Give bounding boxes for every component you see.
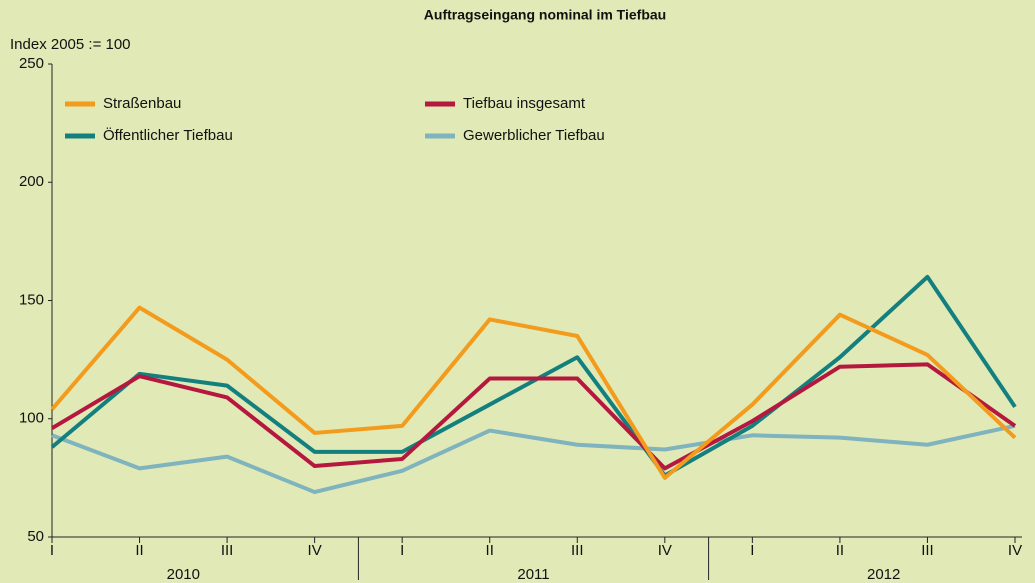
chart-title: Auftragseingang nominal im Tiefbau	[424, 7, 666, 23]
year-label: 2012	[867, 566, 900, 583]
x-tick-label: III	[921, 542, 934, 559]
legend-label: Straßenbau	[103, 95, 181, 112]
x-tick-label: IV	[1008, 542, 1022, 559]
x-tick-label: II	[135, 542, 143, 559]
x-tick-label: I	[50, 542, 54, 559]
line-series	[50, 305, 1017, 480]
x-tick-label: I	[750, 542, 754, 559]
y-tick-label: 50	[27, 528, 44, 545]
line-series	[50, 274, 1017, 478]
x-tick-label: III	[571, 542, 584, 559]
x-tick-label: IV	[308, 542, 322, 559]
x-tick-label: II	[486, 542, 494, 559]
legend-label: Öffentlicher Tiefbau	[103, 126, 233, 144]
year-label: 2010	[167, 566, 200, 583]
line-series	[50, 362, 1017, 471]
year-label: 2011	[517, 566, 549, 583]
legend-label: Tiefbau insgesamt	[463, 95, 586, 112]
y-tick-label: 250	[19, 55, 44, 72]
x-tick-label: I	[400, 542, 404, 559]
x-tick-label: III	[221, 542, 234, 559]
line-series	[51, 423, 1016, 495]
y-tick-label: 100	[19, 410, 44, 427]
x-tick-label: II	[836, 542, 844, 559]
y-axis-label: Index 2005 := 100	[10, 36, 131, 53]
y-tick-label: 200	[19, 173, 44, 190]
x-tick-label: IV	[658, 542, 672, 559]
y-tick-label: 150	[19, 291, 44, 308]
legend-label: Gewerblicher Tiefbau	[463, 127, 605, 144]
